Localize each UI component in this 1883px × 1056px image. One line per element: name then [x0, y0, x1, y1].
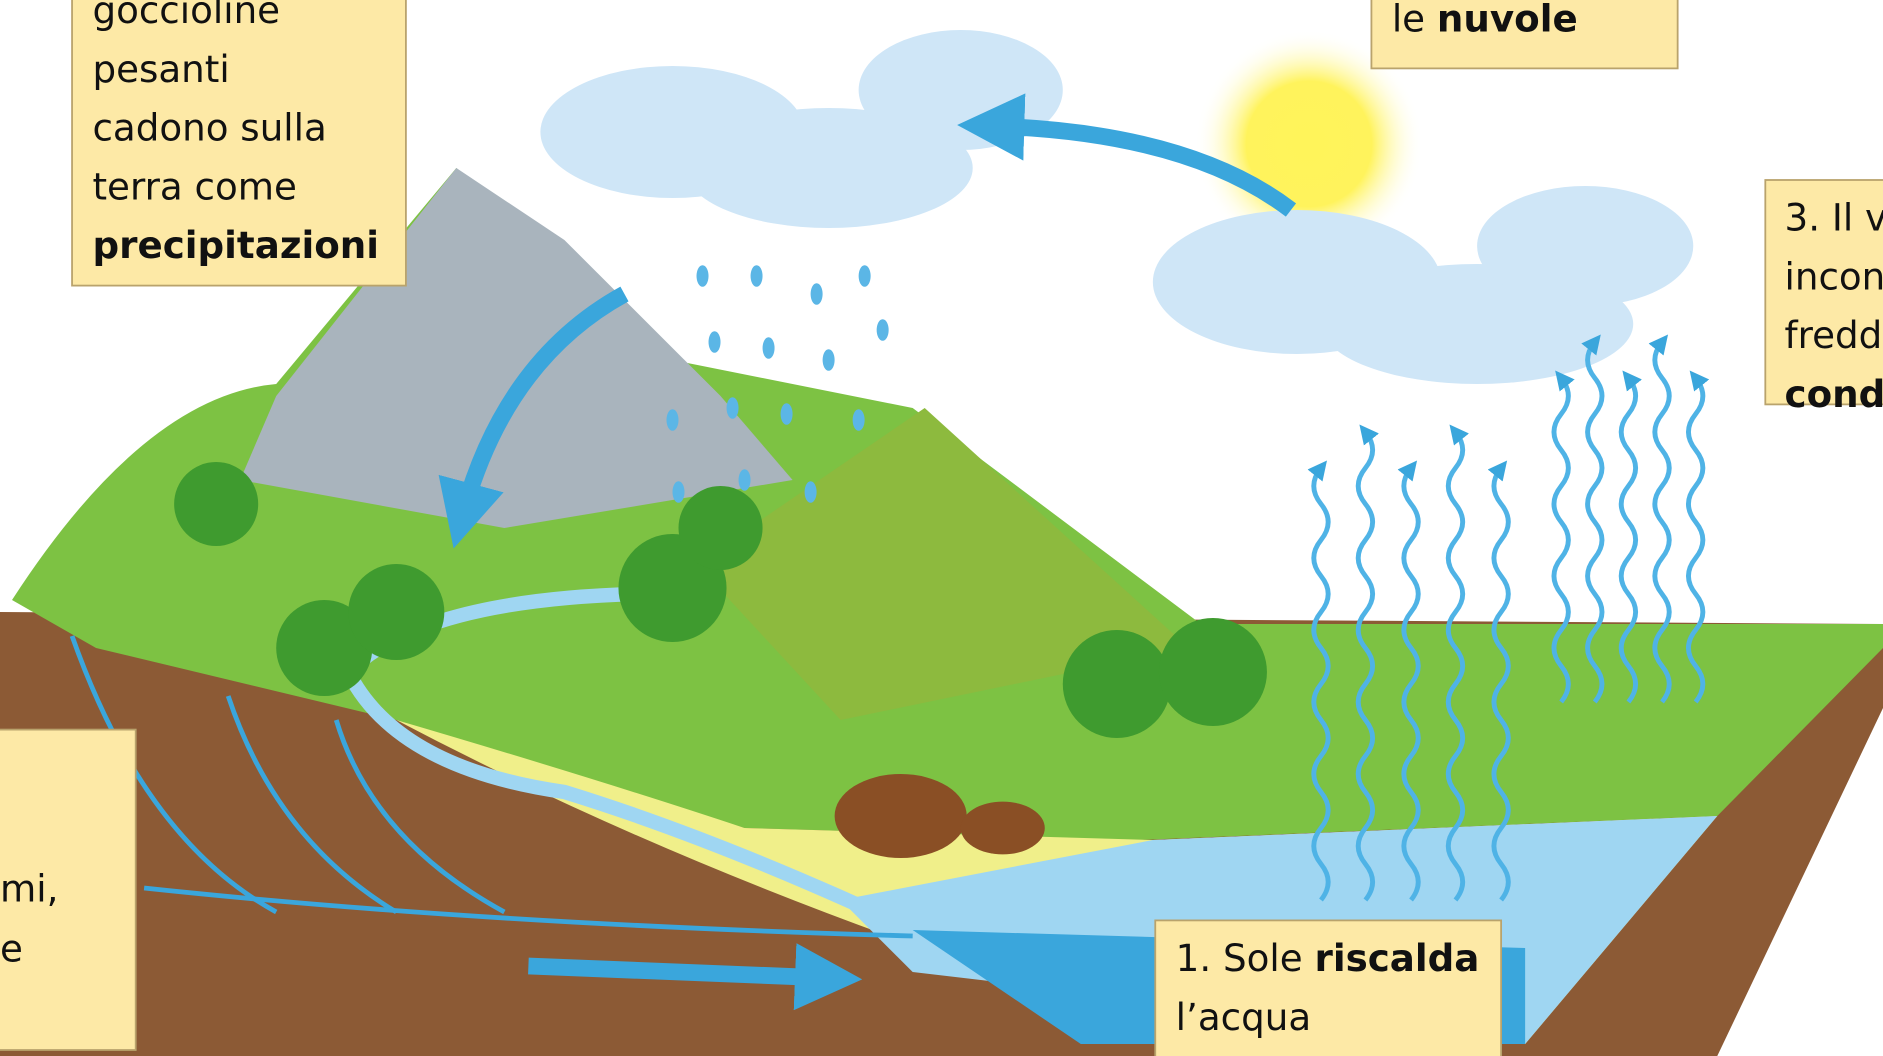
page: goccioline pesanti cadono sulla terra come p…	[0, 0, 1883, 1056]
label-run: le	[1392, 0, 1437, 40]
label-text: fredd	[1785, 313, 1883, 357]
label-run: fredd	[1785, 313, 1883, 357]
label-text: e	[0, 926, 23, 970]
label-run: pesanti	[92, 46, 229, 90]
label-text: terra come	[92, 164, 296, 208]
water-cycle-diagram: goccioline pesanti cadono sulla terra come p…	[0, 0, 1883, 1056]
label-run: mi,	[0, 866, 58, 910]
label-run: goccioline	[92, 0, 280, 31]
label-text: 1. Sole riscalda	[1176, 936, 1480, 980]
label-text: mi,	[0, 866, 58, 910]
label-text: pesanti	[92, 46, 229, 90]
label-run: 3. Il v	[1785, 195, 1883, 239]
label-run: riscalda	[1314, 936, 1479, 980]
label-run: incon	[1785, 254, 1883, 298]
label-run: e	[0, 926, 23, 970]
label-text: 3. Il v	[1785, 195, 1883, 239]
label-run: terra come	[92, 164, 296, 208]
label-run: nuvole	[1437, 0, 1578, 40]
label-run: cadono sulla	[92, 105, 326, 149]
label-run: 1. Sole	[1176, 936, 1315, 980]
arrow	[528, 966, 828, 978]
label-text: le nuvole	[1392, 0, 1578, 40]
label-text: l’acqua	[1176, 994, 1311, 1038]
label-run: l’acqua	[1176, 994, 1311, 1038]
label-text: cond	[1785, 372, 1883, 416]
label-text: incon	[1785, 254, 1883, 298]
label-text: precipitazioni	[92, 223, 379, 267]
label-text: cadono sulla	[92, 105, 326, 149]
label-text: goccioline	[92, 0, 280, 31]
label-run: precipitazioni	[92, 223, 379, 267]
label-run: cond	[1785, 372, 1883, 416]
clouds	[540, 30, 1693, 384]
